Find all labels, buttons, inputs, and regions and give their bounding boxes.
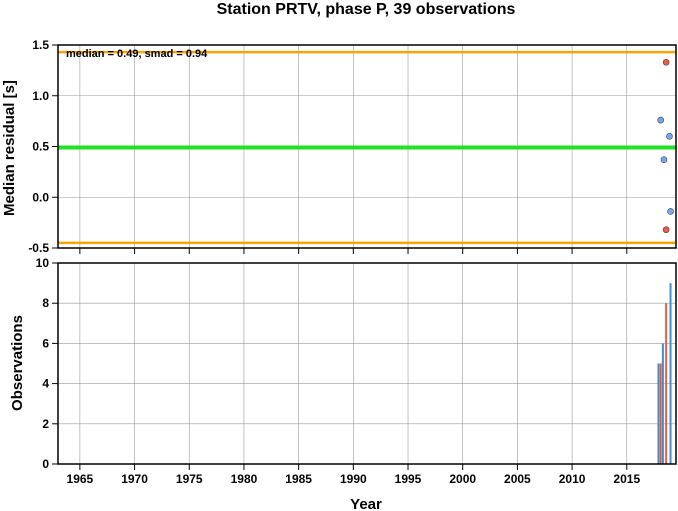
residual-panel: -0.5 0.0 0.5 1.0 1.5 median = 0.49, smad = 0… — [1, 38, 677, 255]
data-point — [657, 116, 664, 124]
x-tick-label: 1990 — [340, 472, 367, 486]
x-tick-label: 1975 — [176, 472, 203, 486]
y-tick-label: -0.5 — [28, 241, 49, 255]
y-tick-label: 2 — [42, 417, 49, 431]
y-tick-label: 0 — [42, 457, 49, 471]
data-point — [662, 226, 670, 234]
residual-points — [657, 58, 674, 234]
data-point — [660, 156, 668, 163]
data-point — [666, 133, 673, 140]
observations-x-ticks: 1965 1970 1975 1980 1985 1990 1995 2000 2005 2010… — [67, 464, 640, 486]
observations-grid — [58, 262, 676, 465]
y-tick-label: 10 — [36, 256, 50, 270]
y-tick-label: 0.0 — [32, 190, 49, 204]
y-tick-label: 6 — [42, 336, 49, 350]
x-tick-label: 1980 — [231, 472, 258, 486]
year-x-axis-label: Year — [350, 496, 382, 511]
bar — [657, 363, 660, 464]
x-tick-label: 1995 — [395, 472, 422, 486]
x-tick-label: 1970 — [121, 472, 148, 486]
y-tick-label: 1.0 — [32, 89, 49, 103]
bar — [669, 283, 672, 464]
observations-y-axis-label: Observations — [9, 315, 26, 411]
bar — [661, 343, 664, 464]
y-tick-label: 0.5 — [32, 140, 49, 154]
observations-y-ticks: 0 2 4 6 8 10 — [36, 256, 58, 471]
residual-x-ticks — [79, 248, 628, 254]
median-smad-annotation: median = 0.49, smad = 0.94 — [66, 48, 208, 60]
bar — [665, 303, 668, 464]
x-tick-label: 2000 — [449, 472, 476, 486]
y-tick-label: 4 — [42, 377, 49, 391]
observations-panel: 1965 1970 1975 1980 1985 1990 1995 2000 2005 2010… — [9, 256, 677, 511]
residual-y-ticks: -0.5 0.0 0.5 1.0 1.5 — [28, 38, 58, 255]
observations-bars — [657, 283, 672, 464]
x-tick-label: 2010 — [559, 472, 586, 486]
chart-title: Station PRTV, phase P, 39 observations — [217, 1, 516, 18]
x-tick-label: 1965 — [67, 472, 94, 486]
y-tick-label: 8 — [42, 296, 49, 310]
data-point — [667, 208, 674, 215]
data-point — [662, 58, 670, 66]
residual-reference-lines — [58, 50, 676, 245]
observations-plot-frame — [57, 262, 677, 465]
x-tick-label: 2005 — [504, 472, 531, 486]
bar — [659, 363, 662, 464]
x-tick-label: 2015 — [613, 472, 640, 486]
x-tick-label: 1985 — [285, 472, 312, 486]
residual-y-axis-label: Median residual [s] — [1, 80, 18, 216]
y-tick-label: 1.5 — [32, 38, 49, 52]
